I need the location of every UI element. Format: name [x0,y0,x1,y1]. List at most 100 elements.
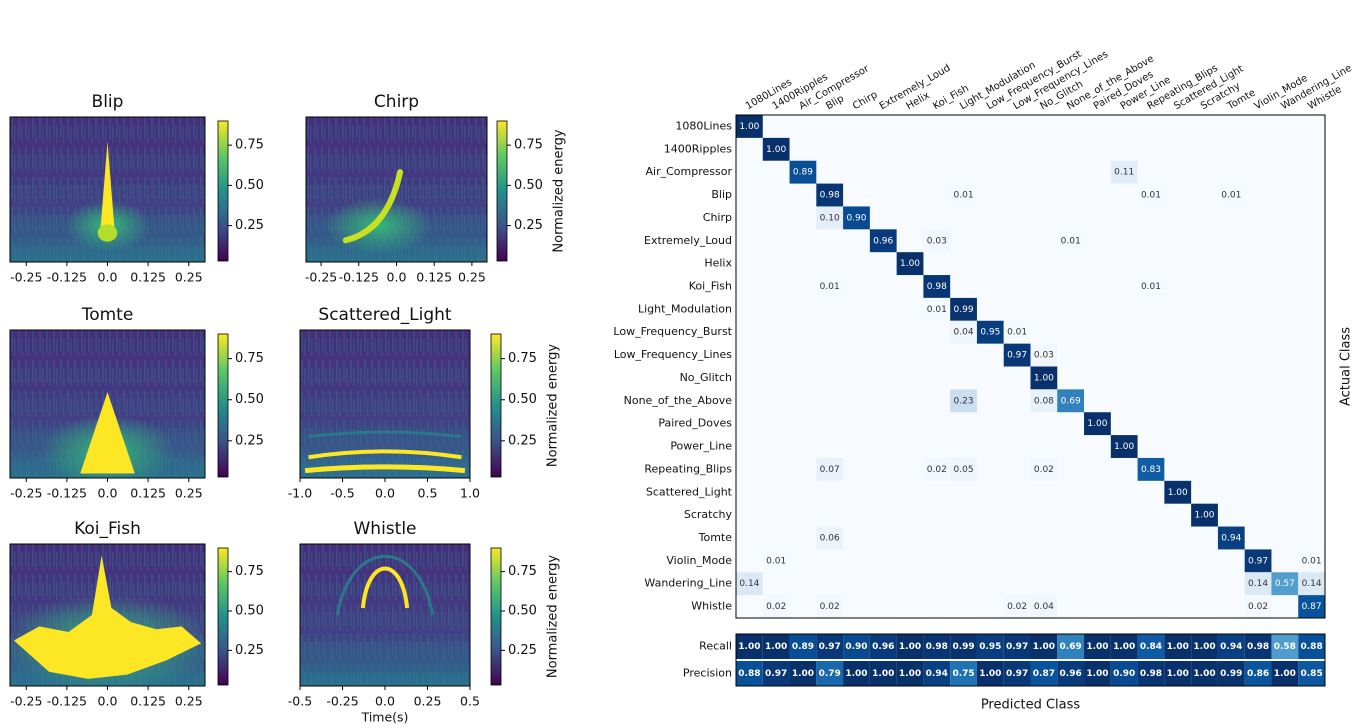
colorbar-tick-label: 0.50 [514,178,543,193]
cell-label: 0.97 [1007,351,1027,361]
matrix-cell [1298,549,1325,573]
x-tick-label: -0.25 [10,486,42,501]
x-tick-label: 0.0 [375,486,395,501]
feature [335,554,435,616]
x-tick-label: 0.125 [130,486,166,501]
matrix-cell [1164,480,1192,504]
summary-value: 0.88 [1301,642,1323,652]
matrix-cell [816,206,844,230]
summary-cell [1164,634,1192,659]
row-label: Scattered_Light [646,485,733,498]
cell-label: 1.00 [739,122,759,132]
matrix-cell [762,595,790,618]
summary-value: 0.90 [1113,669,1135,679]
panel-title: Chirp [374,92,419,112]
matrix-cell [1217,183,1245,207]
cell-label: 0.89 [793,168,813,178]
summary-value: 1.00 [899,642,921,652]
summary-cell [1244,634,1272,659]
y-axis-label: Actual Class [1339,327,1354,406]
summary-cell [1030,661,1058,686]
x-tick-label: -1.0 [288,486,312,501]
summary-value: 0.88 [738,669,760,679]
cell-label: 0.97 [1248,556,1268,566]
row-label: Koi_Fish [689,279,732,292]
cell-label: 0.02 [1248,602,1268,612]
summary-value: 0.99 [1220,669,1242,679]
summary-cell [869,661,897,686]
colorbar [490,333,502,478]
matrix-cell [1030,343,1058,367]
colorbar-tick-label: 0.75 [508,351,537,366]
summary-value: 1.00 [1113,642,1135,652]
cell-label: 0.07 [820,465,840,475]
summary-value: 0.86 [1247,669,1269,679]
summary-cell [1057,634,1085,659]
summary-cell [736,661,763,686]
x-tick-label: -0.125 [47,270,87,285]
summary-cell [816,634,844,659]
summary-cell [1030,634,1058,659]
summary-value: 0.94 [926,669,948,679]
x-tick-label: 0.0 [98,270,118,285]
cell-label: 0.98 [927,282,947,292]
colorbar-tick-label: 0.75 [235,138,264,153]
cell-label: 0.01 [927,305,947,315]
matrix-cell [1110,435,1138,458]
x-tick-label: -0.125 [47,694,87,709]
colorbar-tick-label: 0.75 [514,138,543,153]
matrix-cell [816,526,844,550]
x-tick-label: -0.25 [10,694,42,709]
feature [360,566,410,609]
matrix-cell [923,297,951,321]
summary-cell [736,634,763,659]
row-label: 1400Ripples [664,142,732,155]
cell-label: 0.14 [1248,579,1268,589]
matrix-cell [816,275,844,298]
colorbar-tick-label: 0.50 [235,392,264,407]
summary-cell [976,634,1004,659]
matrix-cell [1244,572,1272,596]
matrix-cell [976,320,1004,344]
summary-value: 1.00 [1086,642,1108,652]
x-axis-label: Predicted Class [981,698,1081,713]
matrix-cell [1030,389,1058,413]
summary-cell [976,661,1004,686]
x-tick-label: 0.125 [416,270,452,285]
colorbar-tick-label: 0.75 [235,351,264,366]
cell-label: 0.01 [1221,191,1241,201]
summary-value: 1.00 [845,669,867,679]
row-label: Low_Frequency_Lines [614,348,732,361]
cell-label: 1.00 [1194,511,1214,521]
cell-label: 0.98 [820,191,840,201]
matrix-cell [1244,595,1272,618]
summary-value: 0.97 [765,669,787,679]
row-label: Extremely_Loud [644,234,732,247]
matrix-cell [1030,595,1058,618]
summary-cell [1217,634,1245,659]
summary-value: 0.96 [1060,669,1082,679]
cell-label: 0.14 [739,579,759,589]
summary-cell [1110,661,1138,686]
colorbar-tick-label: 0.25 [235,643,264,658]
x-tick-label: 0.25 [175,486,203,501]
summary-cell [1298,661,1325,686]
x-axis-label: Time(s) [361,710,409,725]
matrix-cell [950,457,977,481]
summary-value: 0.94 [1220,642,1242,652]
summary-value: 0.84 [1140,642,1162,652]
summary-cell [1217,661,1245,686]
summary-value: 1.00 [1274,669,1296,679]
summary-cell [950,661,977,686]
x-tick-label: 0.25 [458,270,486,285]
x-tick-label: -0.25 [10,270,42,285]
summary-cell [1003,634,1031,659]
matrix-cell [789,160,817,184]
cell-label: 0.01 [1141,191,1161,201]
row-label: Blip [711,188,732,201]
matrix-cell [1137,457,1165,481]
x-tick-label: 0.25 [414,694,442,709]
matrix-cell [950,183,977,207]
summary-value: 0.90 [845,642,867,652]
row-label: Tomte [698,531,733,544]
